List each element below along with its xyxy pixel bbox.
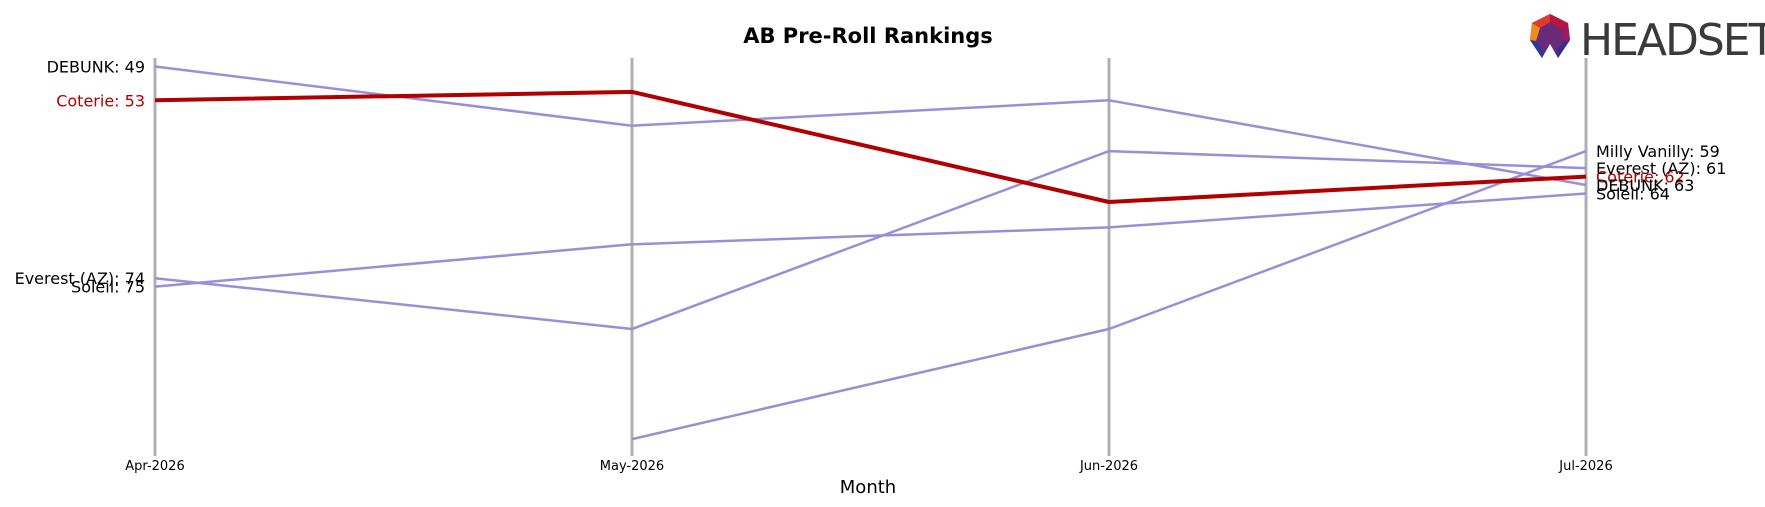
end-label-milly-vanilly: Milly Vanilly: 59 [1596, 142, 1720, 161]
chart-title: AB Pre-Roll Rankings [743, 24, 993, 48]
series-lines [154, 65, 1587, 441]
series-line-everest-az [154, 149, 1587, 331]
start-label-soleil: Soleil: 75 [71, 278, 145, 297]
series-line-coterie [154, 89, 1587, 204]
month-gridlines [153, 58, 1588, 456]
end-label-soleil: Soleil: 64 [1596, 184, 1670, 203]
end-label-coterie: Coterie: 62 [1596, 168, 1685, 187]
series-line-milly-vanilly [631, 149, 1587, 441]
start-label-coterie: Coterie: 53 [56, 91, 145, 110]
x-axis-label: Month [840, 477, 896, 498]
end-label-debunk: DEBUNK: 63 [1596, 176, 1694, 195]
x-axis-ticks: Apr-2026 May-2026 Jun-2026 Jul-2026 [125, 459, 1612, 474]
headset-logo-icon [1530, 14, 1570, 58]
x-tick-may-2026: May-2026 [600, 459, 664, 474]
start-label-everest-az: Everest (AZ): 74 [15, 269, 145, 288]
series-line-soleil [154, 192, 1587, 288]
start-labels: DEBUNK: 49 Coterie: 53 Everest (AZ): 74Sol… [15, 57, 145, 296]
x-tick-jun-2026: Jun-2026 [1079, 459, 1138, 474]
start-label-debunk: DEBUNK: 49 [47, 57, 145, 76]
logo-text: HEADSET [1580, 15, 1765, 66]
end-label-everest-az: Everest (AZ): 61 [1596, 159, 1726, 178]
x-tick-jul-2026: Jul-2026 [1558, 459, 1612, 474]
series-line-debunk [154, 65, 1587, 187]
x-tick-apr-2026: Apr-2026 [125, 459, 184, 474]
